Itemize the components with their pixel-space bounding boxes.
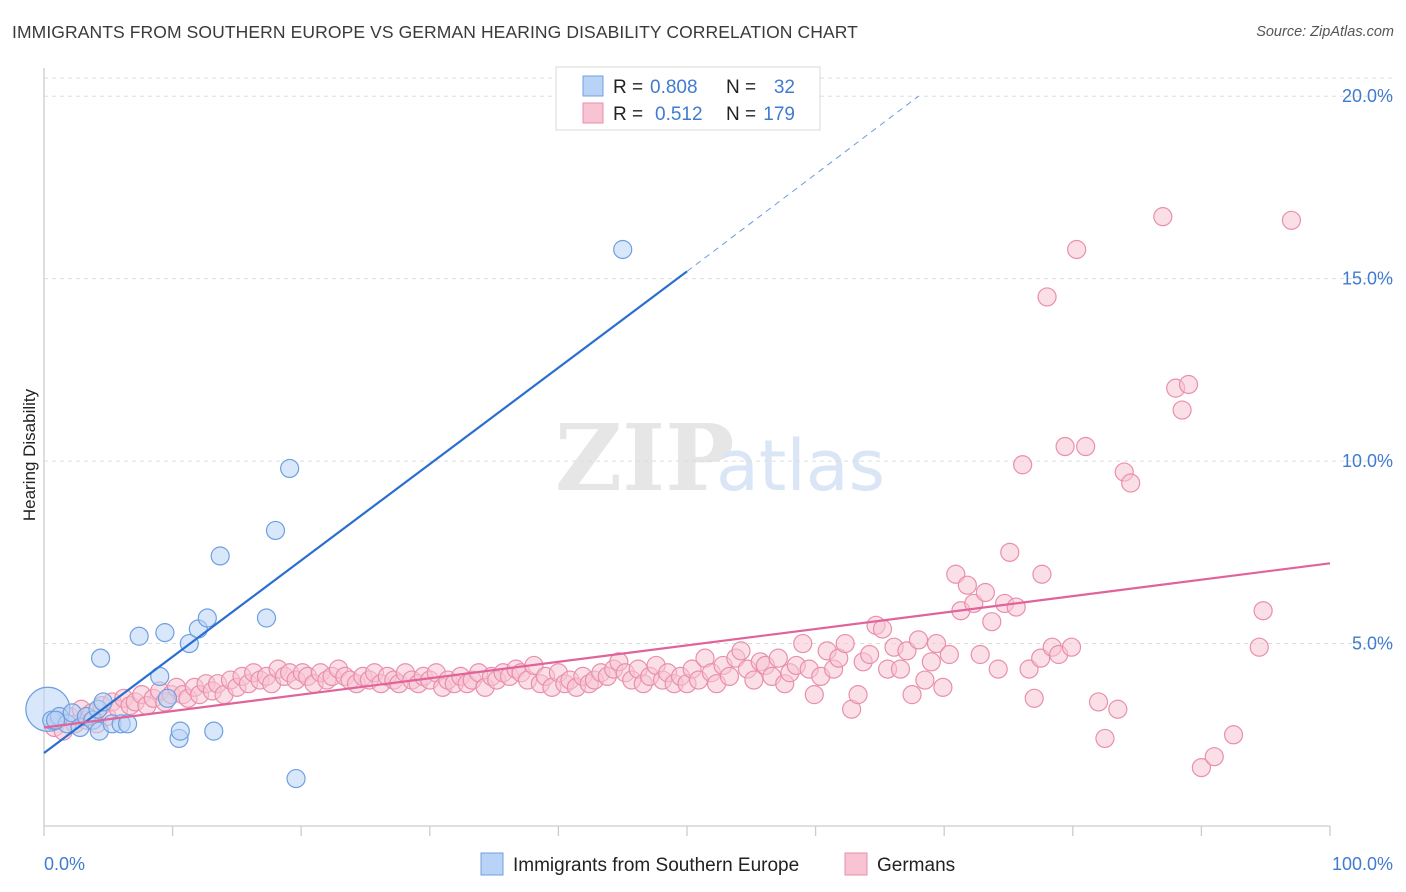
germans-point	[1178, 374, 1199, 395]
immigrants-point	[117, 714, 138, 734]
germans-point	[1281, 210, 1302, 230]
germans-point	[1095, 728, 1115, 749]
germans-point	[890, 659, 911, 679]
germans-point	[1108, 699, 1128, 719]
germans-point	[1013, 455, 1033, 475]
germans-point	[982, 612, 1002, 632]
y-tick-label: 5.0%	[1352, 634, 1393, 654]
legend-swatch-pink	[582, 102, 604, 124]
bottom-legend-swatch-blue	[480, 852, 504, 876]
bottom-legend-label-pink: Germans	[877, 855, 955, 876]
bottom-legend-label-blue: Immigrants from Southern Europe	[513, 855, 799, 876]
immigrants-point	[256, 608, 277, 628]
germans-point	[1153, 207, 1173, 227]
germans-point	[860, 644, 880, 665]
y-tick-label: 10.0%	[1342, 451, 1393, 471]
germans-point	[902, 685, 922, 705]
legend-r-value-2: 0.512	[655, 104, 703, 125]
germans-point	[1172, 400, 1192, 420]
chart-title: IMMIGRANTS FROM SOUTHERN EUROPE VS GERMA…	[12, 22, 858, 42]
germans-point	[1121, 473, 1141, 493]
immigrants-point	[170, 721, 190, 741]
legend-r-value-1: 0.808	[650, 77, 698, 98]
source-credit: Source: ZipAtlas.com	[1256, 24, 1394, 40]
immigrants-point	[265, 520, 286, 541]
germans-point	[1204, 747, 1224, 767]
trend-line-pink	[43, 562, 1331, 729]
immigrants-point	[286, 768, 306, 789]
x-tick-label-100: 100.0%	[1332, 854, 1393, 874]
legend-r-label-1: R =	[613, 77, 643, 98]
germans-point	[793, 633, 813, 654]
germans-point	[1067, 239, 1087, 260]
series-immigrants-southern-europe	[25, 239, 633, 789]
legend-n-label-2: N =	[726, 104, 756, 125]
germans-point	[1006, 597, 1026, 617]
legend-n-value-2: 179	[763, 104, 795, 125]
germans-point	[1032, 564, 1052, 584]
legend-swatch-blue	[582, 75, 604, 97]
y-axis-title: Hearing Disability	[20, 388, 39, 521]
x-ticks	[43, 826, 1331, 836]
germans-point	[804, 685, 824, 705]
immigrants-point	[613, 239, 633, 260]
legend-box: R = 0.808 N = 32 R = 0.512 N = 179	[555, 66, 821, 131]
germans-point	[1249, 637, 1269, 657]
germans-point	[915, 670, 935, 690]
bottom-legend-swatch-pink	[844, 852, 868, 876]
legend-n-label-1: N =	[726, 77, 756, 98]
immigrants-point	[157, 688, 178, 708]
germans-point	[744, 670, 764, 690]
germans-point	[872, 619, 893, 639]
legend-n-value-1: 32	[774, 77, 795, 98]
germans-point	[1000, 542, 1020, 562]
germans-point	[731, 641, 751, 661]
immigrants-point	[204, 721, 224, 741]
immigrants-point	[129, 626, 149, 646]
germans-point	[926, 633, 947, 654]
germans-point	[1088, 692, 1109, 712]
immigrants-point	[210, 546, 230, 566]
germans-point	[1191, 758, 1212, 778]
germans-point	[1253, 601, 1273, 621]
trend-line-blue	[43, 270, 688, 754]
germans-point	[835, 633, 855, 654]
germans-point	[1061, 637, 1082, 657]
gridlines	[44, 77, 1393, 645]
germans-point	[957, 575, 977, 595]
germans-point	[1076, 436, 1096, 457]
immigrants-point	[155, 623, 175, 643]
y-tick-labels: 5.0% 10.0% 15.0% 20.0%	[1342, 86, 1393, 653]
y-tick-label: 15.0%	[1342, 269, 1393, 289]
bottom-legend: Immigrants from Southern Europe Germans	[480, 852, 955, 876]
trend-lines	[43, 95, 1331, 754]
germans-point	[975, 582, 995, 603]
germans-point	[1037, 287, 1057, 307]
germans-point	[933, 677, 953, 697]
germans-point	[1223, 725, 1244, 745]
germans-point	[970, 644, 990, 665]
watermark-atlas: atlas	[716, 425, 885, 507]
germans-point	[921, 652, 941, 672]
y-tick-label: 20.0%	[1342, 86, 1393, 106]
immigrants-point	[197, 608, 217, 628]
germans-point	[939, 644, 959, 665]
immigrants-point	[280, 458, 300, 479]
legend-r-label-2: R =	[613, 104, 643, 125]
watermark-zip: ZIP	[555, 404, 734, 512]
germans-point	[1024, 688, 1044, 708]
germans-point	[848, 685, 868, 705]
germans-point	[1055, 436, 1075, 457]
watermark: ZIP atlas	[555, 404, 885, 512]
immigrants-point	[90, 648, 111, 668]
trend-line-blue-extension	[686, 95, 919, 272]
germans-point	[908, 630, 929, 650]
germans-point	[768, 648, 788, 668]
germans-point	[719, 666, 740, 687]
x-tick-label-0: 0.0%	[44, 854, 85, 874]
germans-point	[988, 659, 1008, 679]
